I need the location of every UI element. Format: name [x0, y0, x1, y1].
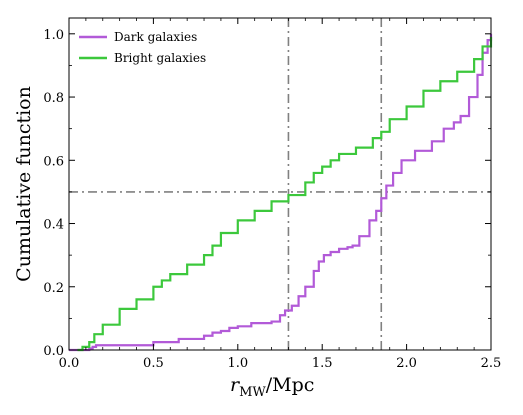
- x-tick-label-0: 0.0: [59, 356, 80, 371]
- y-tick-label-3: 0.6: [43, 154, 64, 169]
- series-line-0: [69, 33, 493, 352]
- x-tick-label-1: 0.5: [143, 356, 164, 371]
- plot-frame: [68, 17, 492, 351]
- y-axis-label: Cumulative function: [13, 86, 35, 282]
- x-tick-label-3: 1.5: [312, 356, 333, 371]
- y-tick-label-4: 0.8: [43, 91, 64, 106]
- y-tick-label-5: 1.0: [43, 28, 64, 43]
- reference-lines: [69, 18, 491, 350]
- x-tick-label-4: 2.0: [396, 356, 417, 371]
- legend-label-1: Bright galaxies: [114, 51, 206, 65]
- x-axis-label-main: r: [230, 374, 241, 396]
- y-tick-label-2: 0.4: [43, 218, 64, 233]
- axes: [68, 17, 492, 351]
- x-axis-label: rMW/Mpc: [230, 374, 314, 400]
- y-tick-label-1: 0.2: [43, 281, 64, 296]
- x-axis-label-unit: /Mpc: [266, 374, 315, 396]
- legend: Dark galaxies Bright galaxies: [79, 30, 206, 65]
- x-axis-label-sub: MW: [239, 385, 266, 400]
- legend-label-0: Dark galaxies: [114, 30, 197, 44]
- y-tick-label-0: 0.0: [43, 344, 64, 359]
- series-layer: [69, 33, 493, 352]
- ticks: 0.0 0.5 1.0 1.5 2.0 2.5 0.0 0.2 0.4 0.6 0.8 1.0: [43, 18, 501, 371]
- series-line-1: [77, 36, 493, 352]
- x-tick-label-5: 2.5: [481, 356, 502, 371]
- x-tick-label-2: 1.0: [227, 356, 248, 371]
